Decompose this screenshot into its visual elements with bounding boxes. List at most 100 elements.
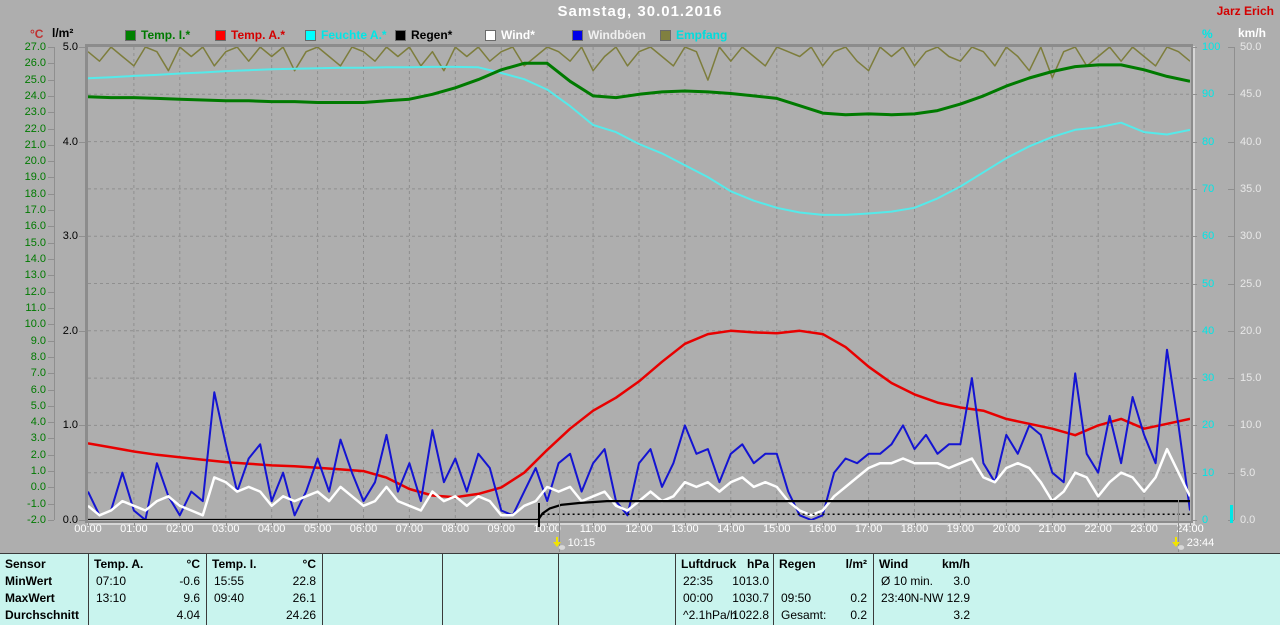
x-tick — [179, 522, 181, 526]
table-cell-label: 13:10 — [96, 591, 127, 605]
legend-item-regen: Regen* — [395, 28, 452, 42]
table-col-header: Temp. I. — [212, 557, 257, 571]
degC-tick — [48, 259, 54, 261]
kmh-tick-label: 45.0 — [1240, 88, 1262, 101]
windboeen-legend-label: Windböen — [588, 28, 646, 42]
x-tick — [1098, 522, 1100, 526]
degC-tick — [48, 503, 54, 505]
lm2-tick — [79, 141, 85, 143]
x-tick — [1006, 522, 1008, 526]
pct-tick-label: 20 — [1202, 419, 1215, 432]
series-empfang — [88, 47, 1190, 81]
x-tick-label: 17:00 — [854, 523, 883, 535]
kmh-tick-label: 50.0 — [1240, 41, 1262, 53]
pct-tick-label: 0 — [1202, 514, 1209, 526]
x-tick — [960, 522, 962, 526]
table-cell-label: Gesamt: — [781, 608, 827, 622]
event-marker-icon — [1170, 536, 1185, 555]
pct-tick — [1191, 330, 1197, 332]
degC-tick-label: 22.0 — [24, 122, 46, 135]
legend-item-temp-a: Temp. A.* — [215, 28, 285, 42]
lm2-tick — [79, 425, 85, 427]
x-tick-label: 04:00 — [257, 523, 286, 535]
table-cell-value: 0.2 — [850, 591, 867, 605]
kmh-tick — [1228, 283, 1234, 285]
kmh-tick-label: 25.0 — [1240, 277, 1262, 290]
x-tick — [868, 522, 870, 526]
legend-item-empfang: Empfang — [660, 28, 727, 42]
degC-tick — [48, 47, 54, 48]
degC-tick — [48, 324, 54, 326]
table-col-unit: °C — [302, 557, 316, 571]
pct-tick — [1191, 141, 1197, 143]
degC-tick — [48, 112, 54, 114]
degC-tick — [48, 193, 54, 195]
kmh-tick — [1228, 47, 1234, 48]
pct-tick-label: 90 — [1202, 88, 1215, 101]
degC-tick-label: 2.0 — [30, 448, 46, 461]
table-cell-label: 07:10 — [96, 574, 127, 588]
x-tick-label: 14:00 — [717, 523, 745, 535]
x-tick-label: 10:00 — [533, 523, 561, 535]
degC-tick — [48, 405, 54, 407]
x-tick-label: 09:00 — [487, 523, 516, 535]
wind-legend-label: Wind* — [501, 28, 535, 42]
table-cell-label: 22:35 — [683, 574, 714, 588]
degC-tick-label: 24.0 — [24, 89, 46, 102]
table-cell-value: 1022.8 — [732, 608, 769, 622]
table-cell-value: 0.2 — [850, 608, 867, 622]
x-tick-label: 06:00 — [349, 523, 378, 535]
x-tick-label: 00:00 — [74, 523, 102, 535]
degC-tick-label: 14.0 — [24, 253, 46, 266]
pct-tick-label: 70 — [1202, 182, 1215, 195]
table-cell-label: 09:50 — [781, 591, 812, 605]
temp-i-swatch-icon — [125, 29, 136, 41]
x-tick-label: 20:00 — [992, 523, 1021, 535]
degC-tick — [48, 226, 54, 228]
lm2-tick — [79, 236, 85, 238]
table-col-header: Wind — [879, 557, 909, 571]
table-separator — [88, 554, 89, 625]
kmh-tick-label: 20.0 — [1240, 324, 1262, 337]
x-tick — [88, 522, 89, 526]
pct-tick-label: 40 — [1202, 324, 1215, 337]
degC-tick-label: 16.0 — [24, 220, 46, 233]
x-tick — [776, 522, 778, 526]
degC-tick — [48, 128, 54, 130]
lm2-tick-label: 4.0 — [62, 135, 78, 148]
x-tick-label: 13:00 — [671, 523, 699, 535]
x-tick — [593, 522, 595, 526]
x-tick-label: 03:00 — [211, 523, 240, 535]
x-tick — [684, 522, 686, 526]
pct-tick — [1191, 520, 1197, 521]
x-tick — [1144, 522, 1146, 526]
kmh-tick — [1228, 472, 1234, 474]
x-tick-label: 05:00 — [303, 523, 332, 535]
x-tick — [271, 522, 273, 526]
pct-tick-label: 100 — [1202, 41, 1221, 53]
event-line — [1177, 500, 1179, 552]
table-separator — [442, 554, 443, 625]
degC-tick-label: 3.0 — [30, 432, 46, 445]
chart-plot-area[interactable] — [88, 47, 1190, 520]
degC-tick — [48, 520, 54, 521]
series-temp-i — [88, 61, 1190, 117]
table-cell-label: Ø 10 min. — [881, 574, 934, 588]
degC-tick-label: 19.0 — [24, 171, 46, 184]
legend-item-feuchte-a: Feuchte A.* — [305, 28, 387, 42]
x-tick-label: 07:00 — [395, 523, 424, 535]
pct-tick-label: 10 — [1202, 466, 1215, 479]
degC-tick-label: 18.0 — [24, 187, 46, 200]
series-windboeen — [88, 348, 1190, 520]
table-row-label: Durchschnitt — [5, 608, 80, 622]
lm2-tick — [79, 330, 85, 332]
event-marker-time: 23:44 — [1186, 537, 1215, 549]
event-marker-time: 10:15 — [567, 537, 596, 549]
windboeen-swatch-icon — [572, 29, 583, 41]
kmh-tick — [1228, 236, 1234, 238]
degC-tick — [48, 242, 54, 244]
degC-tick-label: 4.0 — [30, 416, 46, 429]
table-col-unit: °C — [186, 557, 200, 571]
degC-tick — [48, 210, 54, 212]
degC-tick-label: 27.0 — [24, 41, 46, 53]
